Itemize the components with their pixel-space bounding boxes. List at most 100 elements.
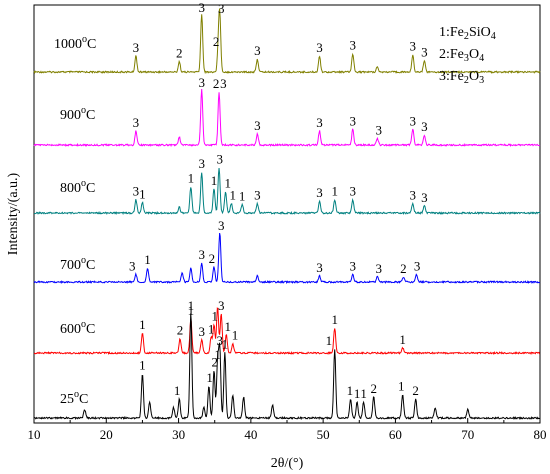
peak-label: 3 <box>198 324 205 339</box>
peak-label: 3 <box>316 115 323 130</box>
x-tick-label: 20 <box>100 427 113 442</box>
peak-label: 3 <box>254 43 261 58</box>
peak-label: 1 <box>230 187 237 202</box>
series-name: 600oC <box>60 319 95 337</box>
peak-label: 2 <box>177 322 184 337</box>
peak-label: 3 <box>198 247 205 262</box>
x-tick-label: 80 <box>534 427 547 442</box>
peak-label: 1 <box>224 319 231 334</box>
peak-label: 3 <box>254 118 261 133</box>
peak-label: 1 <box>214 347 221 362</box>
peak-label: 1 <box>144 252 151 267</box>
series-names-layer: 1000oC 900oC 800oC 700oC 600oC 25oC <box>54 34 96 407</box>
series-line <box>33 232 541 285</box>
peak-label: 1 <box>206 370 213 385</box>
peak-label: 1 <box>211 308 218 323</box>
peak-label: 2 <box>209 251 216 266</box>
peak-label: 1 <box>239 188 246 203</box>
peak-label: 1 <box>208 321 215 336</box>
series-line <box>33 307 541 355</box>
peak-label: 3 <box>410 113 417 128</box>
peak-label: 3 <box>217 333 224 348</box>
peak-label: 3 <box>350 37 357 52</box>
peak-label: 1 <box>174 383 181 398</box>
x-tick-label: 60 <box>389 427 402 442</box>
peak-label: 2 <box>213 34 220 49</box>
legend-entry: 3:Fe2O3 <box>439 69 484 86</box>
peak-label: 1 <box>139 317 146 332</box>
peak-label: 3 <box>220 76 227 91</box>
peak-label: 3 <box>198 156 205 171</box>
peak-label: 3 <box>376 122 383 137</box>
peak-label: 3 <box>133 184 140 199</box>
series-line <box>33 313 541 421</box>
peak-label: 3 <box>218 1 225 16</box>
y-axis-label: Intensity/(a.u.) <box>6 172 21 255</box>
peak-label: 3 <box>254 187 261 202</box>
peak-label: 1 <box>331 312 338 327</box>
x-tick-label: 70 <box>461 427 474 442</box>
series-name: 900oC <box>60 105 95 123</box>
peak-label: 3 <box>421 44 428 59</box>
peak-label: 3 <box>218 298 225 313</box>
peak-label: 1 <box>222 336 229 351</box>
peak-label: 3 <box>218 218 225 233</box>
series-line <box>33 8 541 75</box>
peak-label: 1 <box>326 333 333 348</box>
peak-label: 3 <box>376 261 383 276</box>
x-axis: 10 20 30 40 50 60 70 80 <box>28 418 547 442</box>
x-tick-label: 30 <box>172 427 185 442</box>
x-tick-label: 40 <box>244 427 257 442</box>
legend-entry: 2:Fe3O4 <box>439 47 484 64</box>
peak-label: 1 <box>398 379 405 394</box>
series-line <box>33 168 541 215</box>
peak-label: 2 <box>176 46 183 61</box>
legend: 1:Fe2SiO4 2:Fe3O4 3:Fe2O3 <box>439 25 496 86</box>
peak-label: 3 <box>350 259 357 274</box>
series-name: 700oC <box>60 255 95 273</box>
peak-label: 1 <box>360 386 367 401</box>
peak-label: 1 <box>139 357 146 372</box>
peak-label: 3 <box>316 185 323 200</box>
peak-label: 1 <box>211 173 218 188</box>
peak-label: 3 <box>350 184 357 199</box>
peak-label: 3 <box>410 39 417 54</box>
peak-label: 2 <box>211 354 218 369</box>
peak-label: 1 <box>188 303 195 318</box>
peak-label: 2 <box>370 381 377 396</box>
peak-label: 2 <box>400 261 407 276</box>
peak-label: 1 <box>188 298 195 313</box>
peak-label: 1 <box>188 171 195 186</box>
peak-label: 3 <box>316 260 323 275</box>
peak-label: 3 <box>316 40 323 55</box>
peak-label: 1 <box>354 386 361 401</box>
series-name: 25oC <box>60 389 88 407</box>
peak-label: 3 <box>414 259 421 274</box>
series-name: 1000oC <box>54 34 96 52</box>
peak-label: 1 <box>331 184 338 199</box>
peak-label: 3 <box>133 115 140 130</box>
traces-layer <box>33 8 541 421</box>
peak-label: 3 <box>350 113 357 128</box>
peak-label: 3 <box>198 0 205 15</box>
peak-label: 3 <box>198 75 205 90</box>
peak-label: 3 <box>133 40 140 55</box>
peak-label: 1 <box>232 328 239 343</box>
peak-label: 3 <box>421 119 428 134</box>
peak-label: 3 <box>217 151 224 166</box>
series-name: 800oC <box>60 178 95 196</box>
peak-label: 3 <box>410 187 417 202</box>
peak-label: 1 <box>399 332 406 347</box>
peak-label: 1 <box>347 383 354 398</box>
x-tick-label: 50 <box>317 427 330 442</box>
peak-label: 3 <box>129 259 136 274</box>
x-axis-label: 2θ/(°) <box>271 456 304 471</box>
peak-label: 2 <box>412 383 419 398</box>
peak-label: 2 <box>213 76 220 91</box>
peak-label: 1 <box>224 175 231 190</box>
peak-label: 3 <box>421 190 428 205</box>
x-tick-label: 10 <box>28 427 41 442</box>
legend-entry: 1:Fe2SiO4 <box>439 25 496 42</box>
